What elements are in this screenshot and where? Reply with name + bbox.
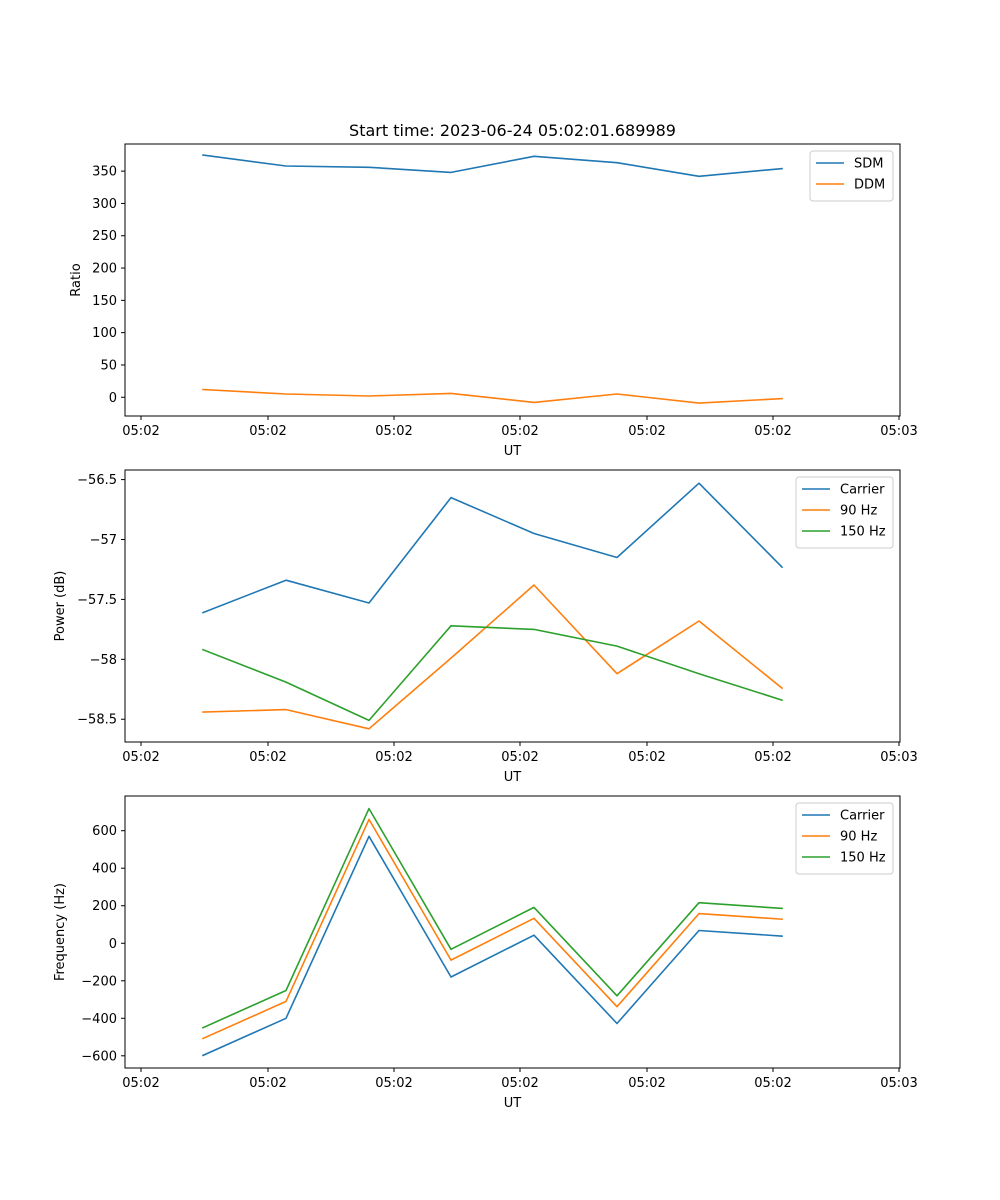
legend-label: Carrier (840, 483, 885, 498)
y-axis-label: Ratio (69, 263, 84, 296)
y-axis-label: Frequency (Hz) (53, 883, 68, 981)
x-tick-label: 05:02 (122, 750, 159, 765)
x-tick-label: 05:02 (249, 750, 286, 765)
x-tick-label: 05:02 (122, 1076, 159, 1091)
series-line-sdm (202, 154, 783, 178)
subplots: 05:02 05:02 05:02 05:02 05:02 05:02 05:03 0 50 10… (53, 143, 918, 1111)
x-tick-label: 05:02 (249, 424, 286, 439)
legend-label: 150 Hz (840, 851, 886, 866)
legend-label: 90 Hz (840, 830, 877, 845)
y-tick-label: −58.5 (77, 713, 117, 728)
x-tick-label: 05:02 (628, 750, 665, 765)
x-tick-label: 05:02 (501, 750, 538, 765)
x-tick-label: 05:02 (628, 424, 665, 439)
series-line-carrier (201, 835, 783, 1057)
y-tick-label: −56.5 (77, 473, 117, 488)
x-tick-label: 05:02 (375, 750, 412, 765)
y-tick-label: −400 (81, 1012, 117, 1027)
series-line-ddm (202, 388, 783, 404)
y-tick-label: −600 (81, 1049, 117, 1064)
x-tick-label: 05:03 (880, 424, 917, 439)
series-line-90-hz (202, 584, 784, 730)
x-axis-label: UT (504, 444, 522, 459)
figure-title: Start time: 2023-06-24 05:02:01.689989 (349, 121, 676, 140)
y-tick-label: −57 (90, 533, 117, 548)
y-tick-label: 350 (92, 165, 117, 180)
x-tick-label: 05:02 (249, 1076, 286, 1091)
subplot-2: 05:02 05:02 05:02 05:02 05:02 05:02 05:03 −56.5… (53, 469, 918, 785)
y-tick-label: 600 (92, 824, 117, 839)
x-axis-label: UT (504, 1096, 522, 1111)
x-tick-label: 05:02 (754, 750, 791, 765)
axes-frame (124, 143, 901, 417)
y-tick-label: −200 (81, 974, 117, 989)
x-tick-label: 05:02 (501, 1076, 538, 1091)
legend-label: 150 Hz (840, 525, 886, 540)
legend-label: 90 Hz (840, 504, 877, 519)
legend: Carrier 90 Hz 150 Hz (795, 476, 894, 549)
y-tick-label: 200 (92, 262, 117, 277)
axes-frame (124, 795, 901, 1069)
legend-label: Carrier (840, 809, 885, 824)
y-tick-label: 50 (100, 358, 117, 373)
x-tick-label: 05:02 (122, 424, 159, 439)
x-tick-label: 05:02 (628, 1076, 665, 1091)
legend-label: SDM (854, 157, 883, 172)
legend-label: DDM (854, 178, 885, 193)
series-line-150-hz (201, 624, 784, 722)
x-tick-label: 05:03 (880, 750, 917, 765)
y-tick-label: −58 (90, 653, 117, 668)
y-tick-label: 200 (92, 899, 117, 914)
x-axis-label: UT (504, 770, 522, 785)
subplot-3: 05:02 05:02 05:02 05:02 05:02 05:02 05:03 −600 −… (53, 795, 918, 1111)
subplot-1: 05:02 05:02 05:02 05:02 05:02 05:02 05:03 0 50 10… (69, 143, 918, 459)
y-tick-label: 400 (92, 862, 117, 877)
y-tick-label: 100 (92, 326, 117, 341)
y-tick-label: 0 (109, 391, 117, 406)
x-tick-label: 05:02 (754, 1076, 791, 1091)
axes-frame (124, 469, 901, 743)
y-tick-label: 250 (92, 229, 117, 244)
x-tick-label: 05:02 (375, 424, 412, 439)
legend: Carrier 90 Hz 150 Hz (795, 802, 894, 875)
y-tick-label: 150 (92, 294, 117, 309)
y-tick-label: 0 (109, 937, 117, 952)
series-line-carrier (201, 482, 784, 614)
legend: SDM DDM (809, 150, 894, 202)
series-line-150-hz (201, 807, 783, 1029)
y-axis-label: Power (dB) (53, 571, 68, 642)
x-tick-label: 05:03 (880, 1076, 917, 1091)
y-tick-label: 300 (92, 197, 117, 212)
x-tick-label: 05:02 (754, 424, 791, 439)
x-tick-label: 05:02 (501, 424, 538, 439)
series-line-90-hz (201, 818, 783, 1040)
y-tick-label: −57.5 (77, 593, 117, 608)
x-tick-label: 05:02 (375, 1076, 412, 1091)
